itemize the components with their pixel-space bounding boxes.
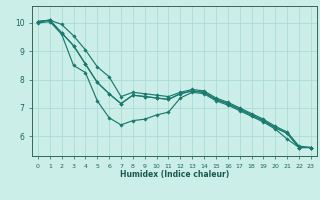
- X-axis label: Humidex (Indice chaleur): Humidex (Indice chaleur): [120, 170, 229, 179]
